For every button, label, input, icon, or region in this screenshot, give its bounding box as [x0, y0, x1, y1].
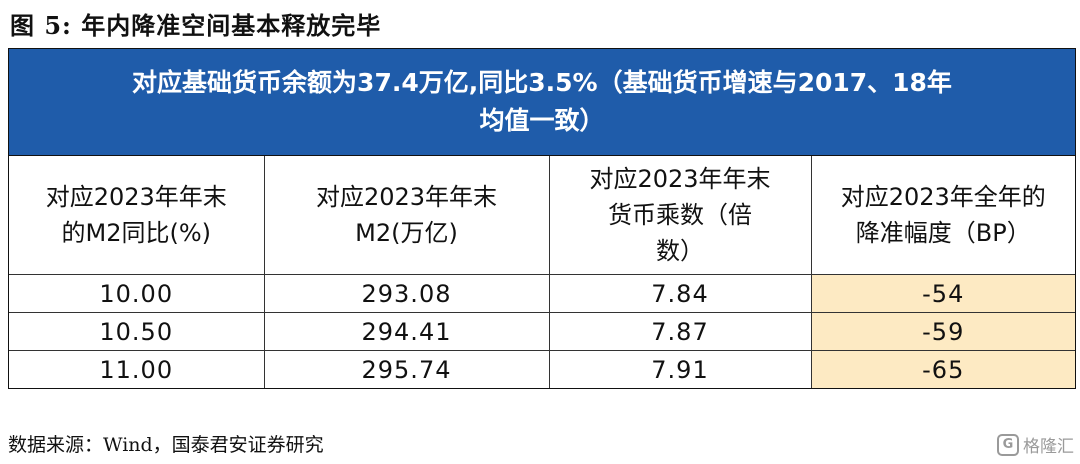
figure-title: 图 5: 年内降准空间基本释放完毕 — [10, 11, 382, 40]
table-cell: 10.00 — [9, 274, 265, 313]
watermark: G 格隆汇 — [997, 432, 1074, 457]
watermark-text: 格隆汇 — [1023, 437, 1074, 457]
header-text: 对应2023年年末 — [589, 165, 771, 193]
table-row: 10.00 293.08 7.84 -54 — [9, 274, 1075, 313]
banner-line-2: 均值一致） — [479, 106, 605, 135]
header-text: 对应2023年年末 — [45, 183, 227, 211]
header-text: 降准幅度（BP） — [855, 219, 1031, 247]
table-cell: 7.84 — [548, 274, 812, 313]
table-cell: 7.87 — [548, 312, 812, 351]
table-grid: 对应2023年年末 的M2同比(%) 对应2023年年末 M2(万亿) 对应20… — [9, 156, 1075, 388]
source-note: 数据来源：Wind，国泰君安证券研究 — [8, 434, 324, 456]
table-cell-highlight: -65 — [810, 350, 1075, 388]
header-cell: 对应2023年年末 货币乘数（倍 数） — [548, 156, 812, 275]
table-cell-highlight: -59 — [810, 312, 1075, 351]
header-text: 货币乘数（倍 — [608, 201, 752, 229]
table-row: 10.50 294.41 7.87 -59 — [9, 312, 1075, 351]
table-cell: 295.74 — [263, 350, 550, 388]
header-cell: 对应2023年全年的 降准幅度（BP） — [810, 156, 1075, 275]
table-cell: 7.91 — [548, 350, 812, 388]
header-text: M2(万亿) — [355, 219, 458, 247]
header-cell: 对应2023年年末 M2(万亿) — [263, 156, 550, 275]
table-cell: 11.00 — [9, 350, 265, 388]
table-cell: 10.50 — [9, 312, 265, 351]
table-banner: 对应基础货币余额为37.4万亿,同比3.5%（基础货币增速与2017、18年 均… — [9, 49, 1075, 156]
header-text: 数） — [656, 237, 704, 265]
table-cell: 293.08 — [263, 274, 550, 313]
header-text: 对应2023年全年的 — [840, 183, 1046, 211]
table-cell: 294.41 — [263, 312, 550, 351]
table-cell-highlight: -54 — [810, 274, 1075, 313]
watermark-logo-icon: G — [997, 433, 1019, 456]
table-row: 11.00 295.74 7.91 -65 — [9, 350, 1075, 388]
header-cell: 对应2023年年末 的M2同比(%) — [9, 156, 265, 275]
banner-line-1: 对应基础货币余额为37.4万亿,同比3.5%（基础货币增速与2017、18年 — [132, 68, 952, 97]
header-row: 对应2023年年末 的M2同比(%) 对应2023年年末 M2(万亿) 对应20… — [9, 156, 1075, 275]
data-table: 对应基础货币余额为37.4万亿,同比3.5%（基础货币增速与2017、18年 均… — [8, 48, 1076, 389]
header-text: 对应2023年年末 — [315, 183, 498, 211]
header-text: 的M2同比(%) — [61, 219, 211, 247]
